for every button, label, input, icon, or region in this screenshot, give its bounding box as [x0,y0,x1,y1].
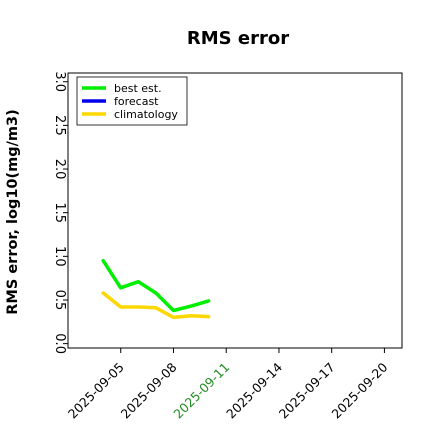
y-tick-label: 2.0 [52,159,67,180]
y-axis-ticks: 0.0 0.5 1.0 1.5 2.0 2.5 3.0 [52,71,68,354]
chart-title: RMS error [187,28,289,49]
y-tick-label: 1.5 [52,202,67,223]
plot-frame [67,72,403,349]
x-tick-label: 2025-09-20 [329,359,391,421]
y-tick-label: 1.0 [52,246,67,267]
y-axis-label: RMS error, log10(mg/m3) [5,109,21,315]
y-tick-label: 2.5 [52,115,67,136]
series-line-2 [101,291,211,320]
legend-label: best est. [114,82,162,95]
x-axis-ticks: 2025-09-052025-09-082025-09-112025-09-14… [65,348,391,421]
y-tick-label: 0.0 [52,333,67,354]
y-tick-label: 3.0 [52,71,67,92]
series-layer [101,258,211,320]
legend-label: climatology [114,108,178,121]
series-line-0 [101,258,211,313]
legend-label: forecast [114,95,159,108]
y-tick-label: 0.5 [52,290,67,311]
